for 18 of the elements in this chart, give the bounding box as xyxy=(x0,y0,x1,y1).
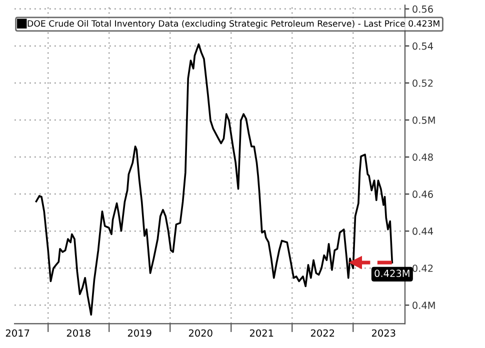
y-tick-label: 0.56 xyxy=(412,5,433,13)
y-tick-label: 0.52 xyxy=(412,79,433,87)
y-tick-label: 0.44 xyxy=(412,228,434,235)
x-tick-label: 2019 xyxy=(128,329,152,337)
y-tick-label: 0.4M xyxy=(412,302,435,309)
x-tick-label: 2021 xyxy=(250,329,274,337)
x-tick-label: 2018 xyxy=(66,329,90,337)
y-tick-label: 0.46 xyxy=(412,190,433,198)
x-tick-label: 2023 xyxy=(372,329,396,337)
y-tick-label: 0.5M xyxy=(412,116,435,124)
x-tick-label: 2022 xyxy=(310,329,334,337)
x-tick-label: 2020 xyxy=(188,329,212,337)
annotation: 0.423M xyxy=(374,270,410,278)
y-tick-label: 0.42 xyxy=(412,264,433,272)
x-tick-label: 2017 xyxy=(6,329,30,337)
legend-label: DOE Crude Oil Total Inventory Data (excluding Strategic Petroleum Reserve) - Last Price 0.423M xyxy=(28,20,440,28)
y-tick-label: 0.48 xyxy=(412,154,433,161)
y-tick-label: 0.54 xyxy=(412,42,434,50)
